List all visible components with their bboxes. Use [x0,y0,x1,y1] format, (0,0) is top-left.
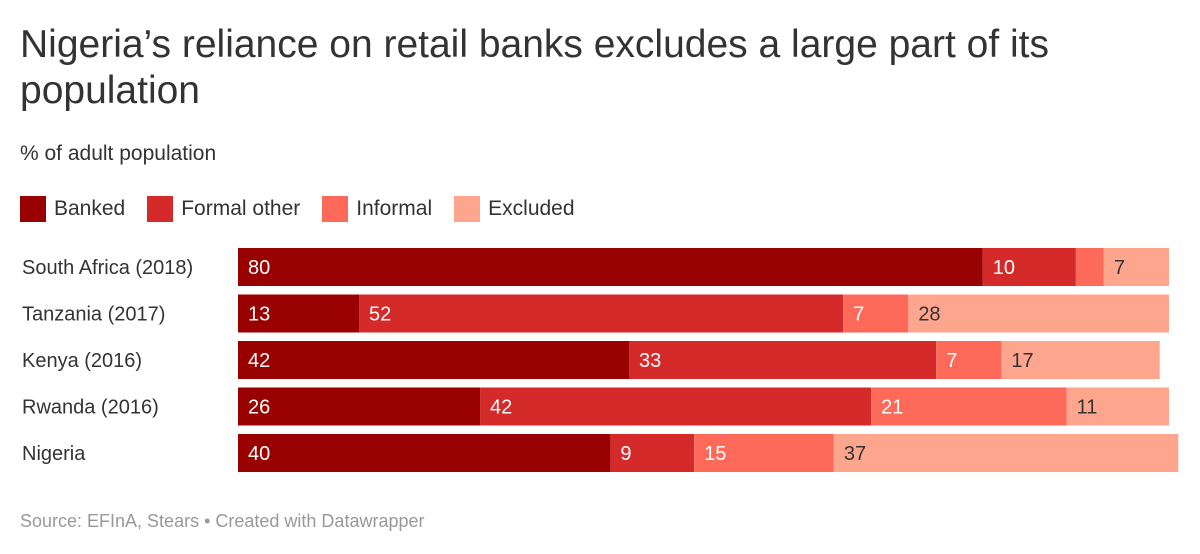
bar-segment-informal [936,341,1002,379]
bar-segment-informal [1075,248,1104,286]
legend-label: Banked [54,197,126,220]
data-label: 37 [844,443,866,465]
legend-swatch [454,196,481,222]
data-label: 9 [620,443,631,465]
bar-segment-formal-other [982,248,1076,286]
legend-item-informal: Informal [322,196,432,222]
chart-legend: Banked Formal other Informal Excluded [20,196,597,222]
legend-item-excluded: Excluded [454,196,575,222]
data-label: 26 [248,397,270,419]
bar-segment-banked [238,434,611,472]
bar-row: Rwanda (2016) 26 42 21 11 [22,387,1169,426]
bar-segment-formal-other [629,341,937,379]
category-label: Tanzania (2017) [22,304,165,326]
data-label: 42 [248,350,270,372]
data-label: 80 [248,257,270,279]
legend-swatch [20,196,46,222]
bar-segment-excluded [1001,341,1160,379]
bar-segment-excluded [833,434,1179,472]
bar-segment-informal [843,294,909,333]
data-label: 33 [639,350,661,372]
bar-row: Tanzania (2017) 13 52 7 28 [22,294,1169,333]
bar-segment-excluded [1103,248,1169,286]
legend-item-formal-other: Formal other [147,196,300,222]
data-label: 7 [946,350,957,372]
data-label: 21 [881,397,903,419]
data-label: 28 [918,304,940,326]
data-label: 10 [993,257,1015,279]
legend-swatch [147,196,174,222]
bar-row: Nigeria 40 9 15 37 [22,434,1179,472]
data-label: 7 [1114,257,1125,279]
bar-segment-banked [238,248,983,286]
chart-title: Nigeria’s reliance on retail banks exclu… [20,23,1049,112]
bar-segment-excluded [908,294,1169,333]
data-label: 17 [1011,350,1033,372]
category-label: Rwanda (2016) [22,397,159,419]
source-footer: Source: EFInA, Stears • Created with Dat… [20,511,425,531]
bar-segment-formal-other [610,434,695,472]
category-label: Kenya (2016) [22,350,142,372]
bar-row: South Africa (2018) 80 10 7 [22,248,1169,286]
bar-segment-banked [238,387,481,426]
data-label: 11 [1077,397,1098,419]
bar-segment-informal [694,434,834,472]
bar-segment-informal [871,387,1067,426]
bar-segment-formal-other [480,387,872,426]
bar-segment-banked [238,294,360,333]
data-label: 42 [490,397,512,419]
category-label: Nigeria [22,443,86,465]
bar-row: Kenya (2016) 42 33 7 17 [22,341,1160,379]
data-label: 13 [248,304,270,326]
legend-label: Formal other [181,197,301,220]
data-label: 7 [853,304,864,326]
legend-item-banked: Banked [20,196,125,222]
legend-swatch [322,196,349,222]
data-label: 52 [369,304,391,326]
bar-segment-formal-other [359,294,844,333]
chart-subtitle: % of adult population [20,142,217,165]
data-label: 40 [248,443,270,465]
category-label: South Africa (2018) [22,257,193,279]
bar-segment-excluded [1066,387,1169,426]
data-label: 15 [704,443,726,465]
legend-label: Excluded [488,197,575,220]
legend-label: Informal [356,197,433,220]
bar-segment-banked [238,341,630,379]
